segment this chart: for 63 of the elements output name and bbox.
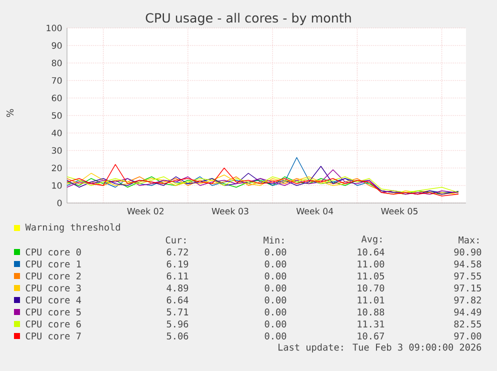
text: Avg: [361, 236, 382, 244]
text: 5.96 [166, 320, 188, 328]
text: 0.00 [264, 308, 286, 316]
text: 0.00 [264, 332, 286, 340]
text: 11.05 [358, 272, 384, 280]
x-tick-label: Week 04 [296, 208, 334, 214]
y-tick-label: 30 [52, 147, 62, 154]
legend-label: CPU core 5 [26, 308, 81, 316]
y-tick-label: 0 [57, 200, 62, 206]
text: 11.00 [358, 260, 384, 268]
legend-label: CPU core 7 [26, 332, 81, 340]
legend-label: CPU core 3 [26, 284, 81, 292]
text: 4.89 [166, 284, 188, 292]
text: 0.00 [264, 248, 286, 256]
text: 97.00 [454, 332, 482, 340]
text: 82.55 [454, 320, 481, 328]
text: 10.70 [358, 284, 384, 292]
text: 6.11 [166, 272, 188, 280]
y-tick-label: 20 [52, 164, 62, 172]
text: Cur: [166, 236, 186, 244]
legend-label: Warning threshold [25, 223, 120, 233]
text: 11.31 [358, 320, 384, 328]
text: Max: [458, 236, 478, 244]
y-tick-label: 60 [52, 94, 62, 102]
legend-label: CPU core 1 [26, 260, 81, 268]
text: 97.82 [454, 296, 481, 304]
y-tick-label: 90 [52, 42, 62, 49]
text: 90.90 [454, 248, 482, 256]
legend-label: CPU core 0 [26, 248, 81, 256]
text: 10.88 [358, 308, 384, 316]
text: Last update: Tue Feb 3 09:00:00 2026 [278, 343, 482, 353]
text: 94.49 [454, 308, 482, 316]
text: Min: [264, 236, 284, 244]
text: 6.19 [166, 260, 188, 268]
y-tick-label: 10 [52, 182, 62, 189]
y-tick-label: 50 [52, 112, 62, 119]
text: 0.00 [264, 284, 286, 292]
text: 5.71 [166, 308, 188, 316]
text: 0.00 [264, 260, 286, 268]
legend-label: CPU core 2 [26, 272, 81, 280]
y-tick-label: 100 [46, 24, 62, 32]
text: 10.67 [358, 332, 384, 340]
legend-label: CPU core 4 [26, 296, 82, 304]
y-tick-label: 70 [52, 77, 62, 84]
text: 94.58 [454, 260, 482, 268]
text: 5.06 [166, 332, 188, 340]
text: 11.01 [358, 296, 384, 304]
text: 0.00 [264, 272, 286, 280]
y-axis-title: % [6, 109, 14, 117]
x-tick-label: Week 02 [127, 208, 164, 214]
y-tick-label: 40 [52, 130, 62, 136]
text: 10.64 [358, 248, 384, 256]
chart-title: CPU usage - all cores - by month [146, 12, 351, 26]
text: 6.64 [166, 296, 188, 304]
legend-label: CPU core 6 [26, 320, 81, 328]
x-tick-label: Week 03 [212, 208, 248, 214]
text: 0.00 [264, 320, 286, 328]
text: 0.00 [264, 296, 286, 304]
y-tick-label: 80 [52, 60, 62, 66]
text: 97.15 [454, 284, 481, 292]
text: 97.55 [454, 272, 481, 280]
text: 6.72 [166, 248, 188, 256]
x-tick-label: Week 05 [381, 208, 418, 214]
